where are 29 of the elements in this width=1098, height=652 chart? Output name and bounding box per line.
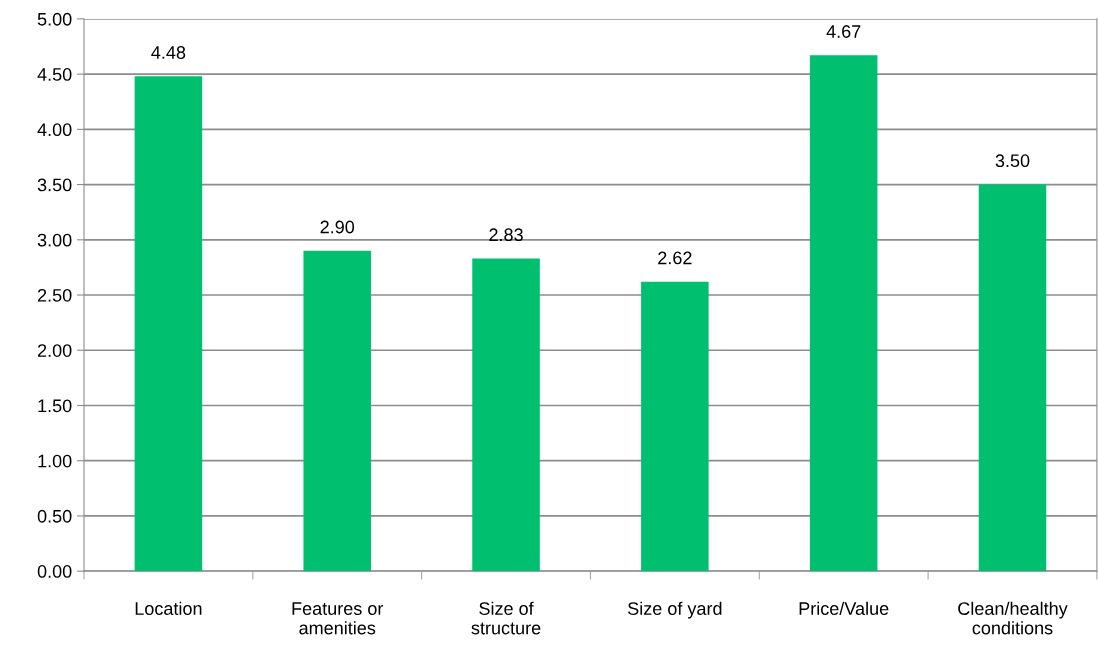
y-tick-label: 2.50 [37, 288, 72, 302]
x-tick-label: Features or amenities [292, 602, 384, 635]
bar [134, 76, 203, 572]
data-label: 4.67 [826, 25, 861, 38]
y-tick-label: 0.00 [37, 565, 72, 578]
bar [303, 250, 371, 572]
x-tick-label: Location [135, 601, 202, 615]
y-tick-label: 5.00 [37, 12, 72, 26]
y-tick-label: 2.00 [37, 344, 72, 357]
y-tick-label: 1.50 [38, 399, 72, 413]
data-label: 4.48 [151, 46, 186, 59]
bar [472, 258, 540, 572]
x-tick-label: Clean/healthy conditions [958, 601, 1068, 635]
bar [641, 281, 709, 572]
y-tick-label: 3.00 [37, 233, 72, 247]
x-tick-label: Size of structure [471, 601, 541, 635]
y-tick-label: 1.00 [38, 454, 72, 468]
y-tick-label: 4.50 [37, 68, 72, 81]
bar [978, 184, 1047, 572]
data-label: 3.50 [995, 154, 1030, 168]
data-label: 2.90 [320, 220, 355, 234]
y-tick-label: 4.00 [37, 123, 72, 137]
data-label: 2.83 [489, 228, 523, 242]
data-label: 2.62 [658, 251, 692, 265]
y-tick-label: 3.50 [37, 178, 72, 192]
y-tick-label: 0.50 [37, 509, 72, 523]
x-tick-label: Size of yard [628, 601, 722, 619]
bar [809, 55, 878, 572]
x-tick-label: Price/Value [799, 601, 889, 615]
